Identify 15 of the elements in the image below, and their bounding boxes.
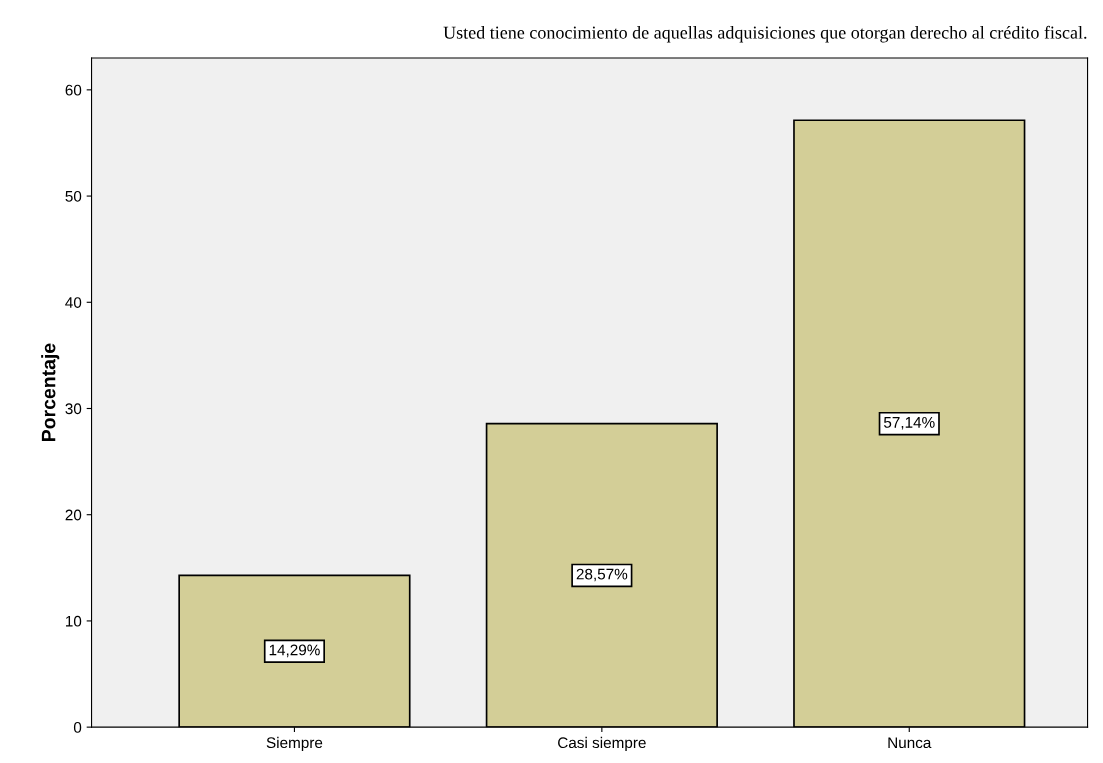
y-tick-label: 50 xyxy=(65,190,82,202)
x-tick-label: Nunca xyxy=(888,737,932,749)
y-tick-label: 10 xyxy=(66,615,82,627)
data-label: 28,57% xyxy=(576,568,628,582)
x-tick-label: Siempre xyxy=(266,736,323,752)
data-label: 57,14% xyxy=(883,417,935,430)
x-tick-label: Casi siempre xyxy=(558,736,646,752)
y-tick-label: 40 xyxy=(65,297,82,308)
y-tick-label: 20 xyxy=(65,509,82,521)
chart-title: Usted tiene conocimiento de aquellas adquisiciones que otorgan derecho al crédito fiscal. xyxy=(443,25,1087,43)
data-label: 14,29% xyxy=(269,644,320,658)
y-axis-title: Porcentaje xyxy=(41,343,60,441)
y-tick-label: 0 xyxy=(73,722,82,733)
y-tick-label: 60 xyxy=(65,84,82,96)
y-tick-label: 30 xyxy=(65,403,82,415)
